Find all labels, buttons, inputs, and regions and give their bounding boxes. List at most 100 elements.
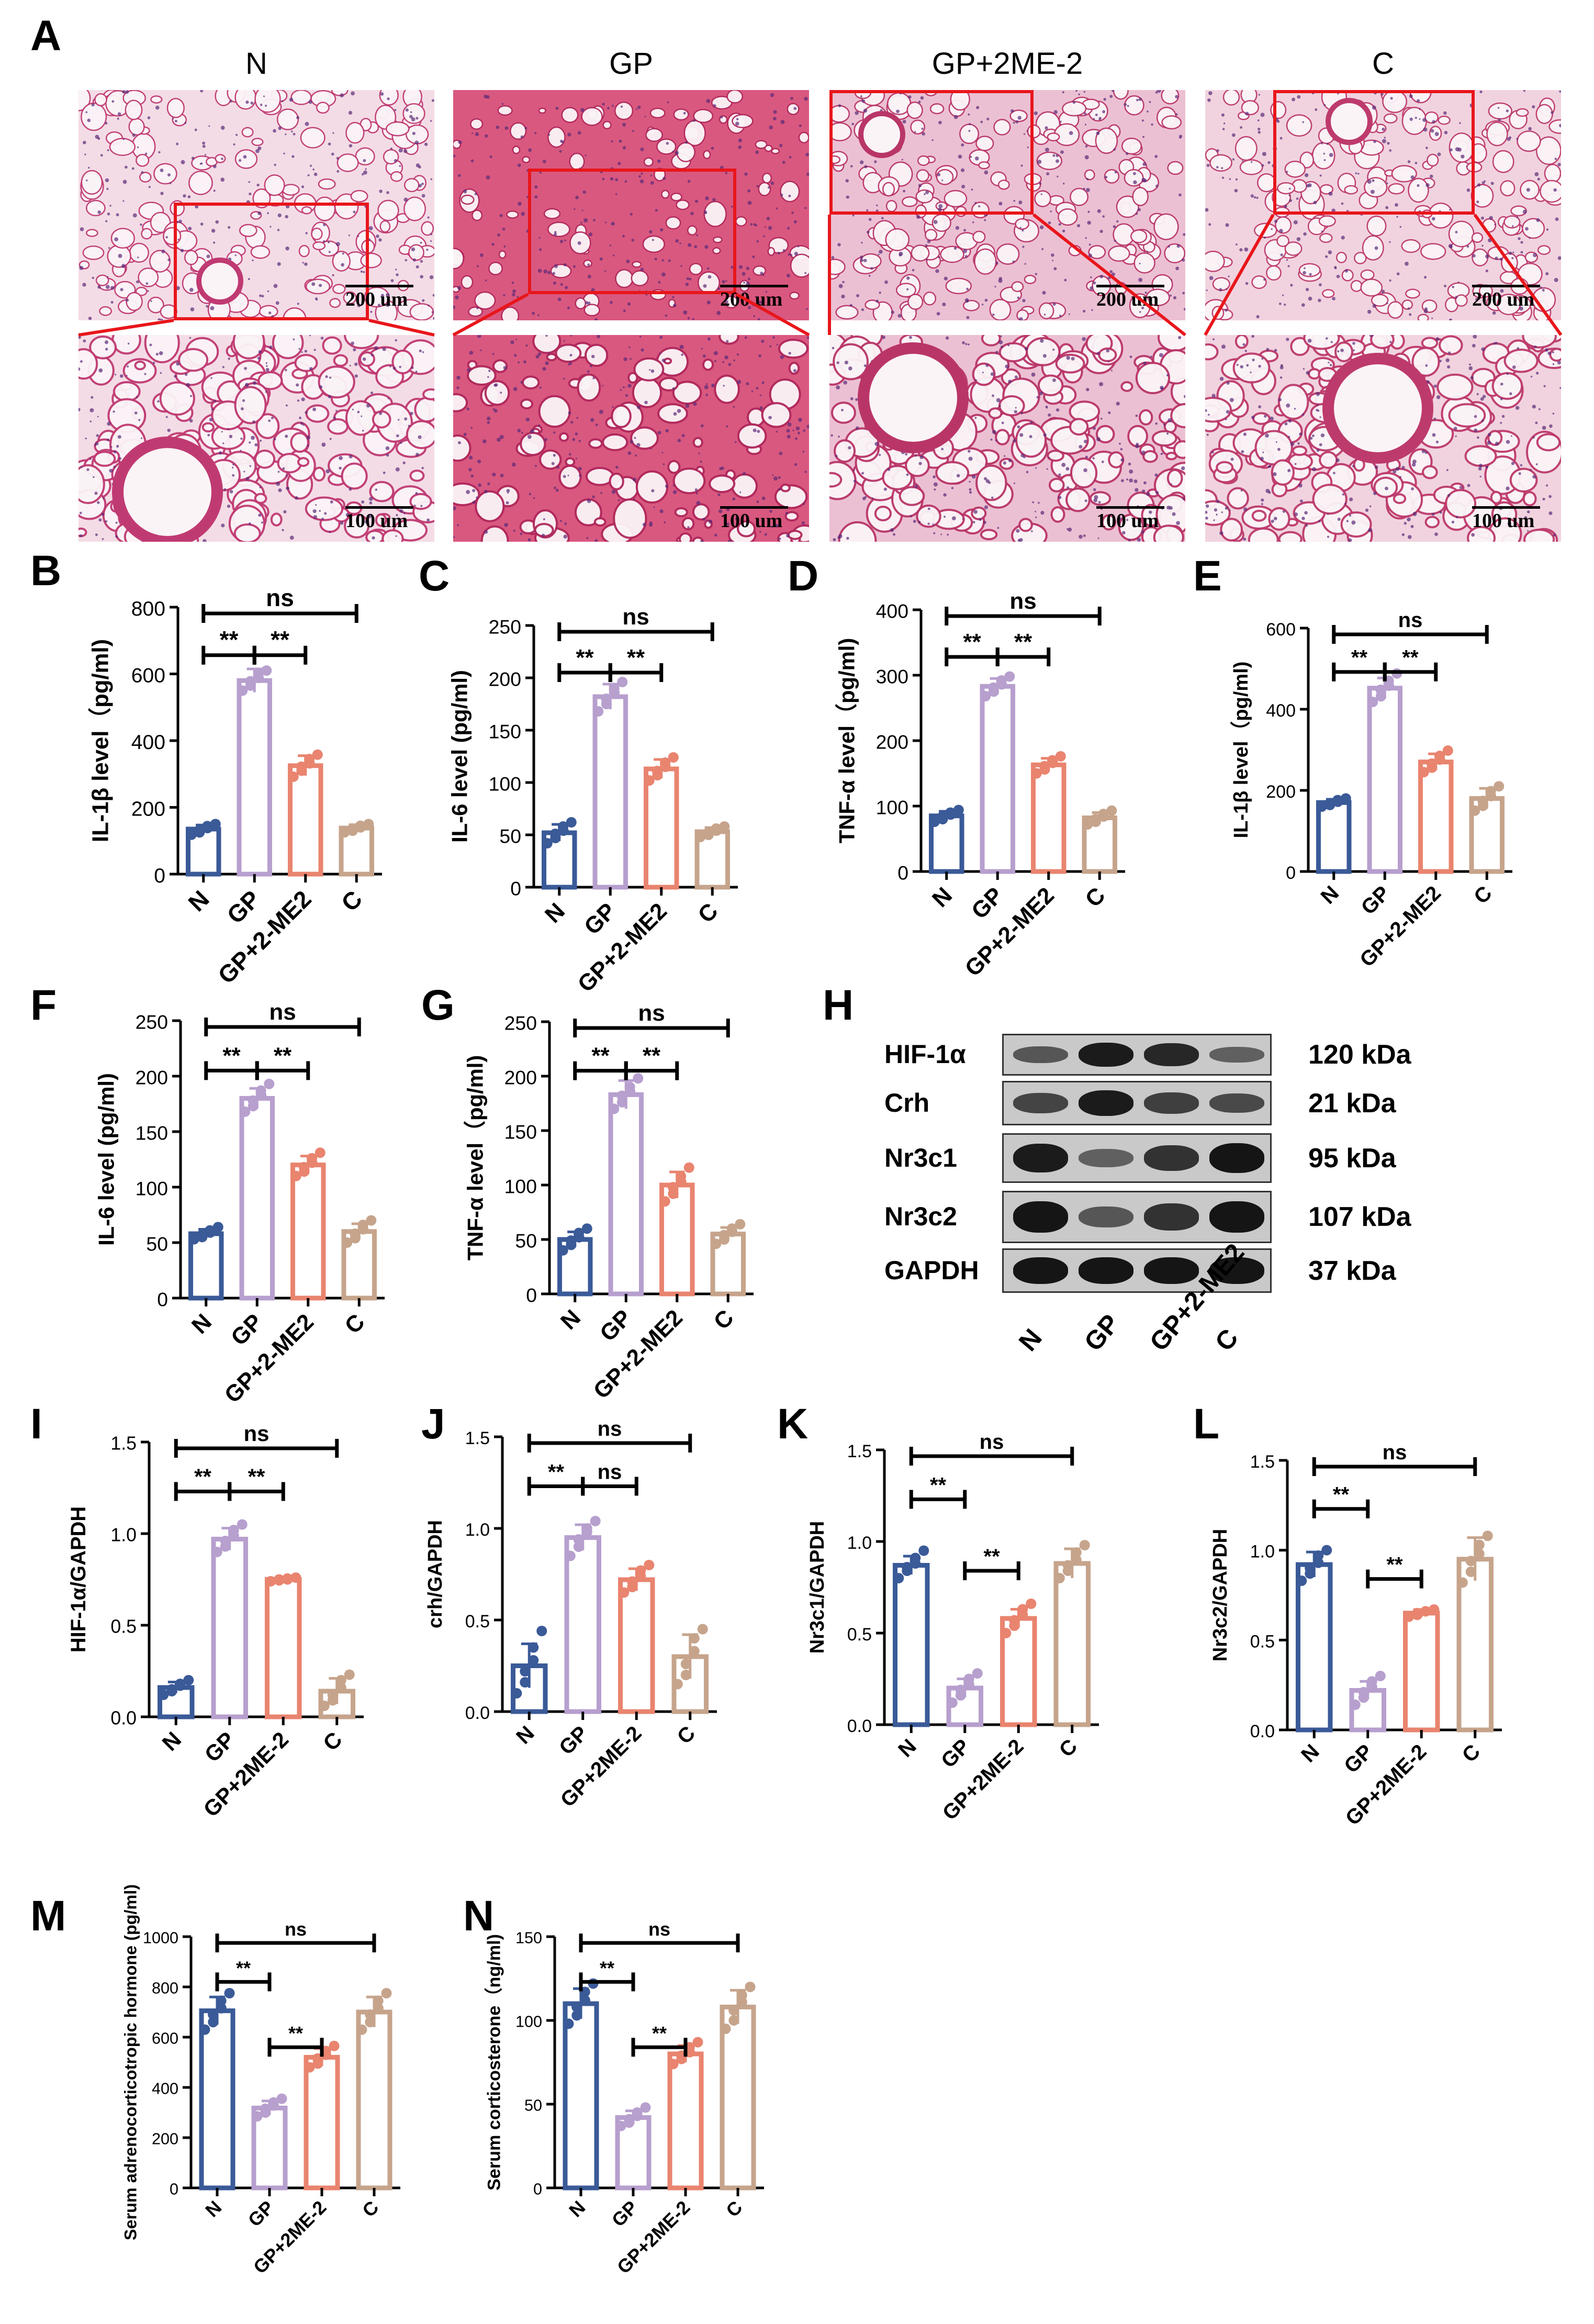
blot-band: [1013, 1257, 1068, 1284]
data-point: [365, 2009, 376, 2020]
data-point: [590, 1516, 601, 1526]
y-tick-label: 1.5: [110, 1433, 137, 1454]
y-tick-label: 200: [152, 2130, 178, 2148]
bar-chart-B: 0 200 400 600 800 IL-1β level（pg/ml) N GPGP+2-M…: [88, 584, 382, 989]
data-point: [319, 1701, 330, 1711]
y-tick-label: 1000: [143, 1929, 178, 1947]
data-point: [1485, 786, 1496, 797]
data-point: [601, 694, 612, 704]
scale-bar: 200 um: [1472, 285, 1545, 316]
blot-lane-label: N: [1013, 1323, 1048, 1357]
x-tick-label: GP: [967, 882, 1008, 924]
x-tick-label: N: [894, 1735, 921, 1762]
data-point: [728, 2005, 739, 2016]
bar: [618, 1577, 655, 1714]
data-point: [264, 1078, 275, 1089]
data-point: [676, 1171, 687, 1182]
scale-bar-label: 200 um: [1472, 288, 1535, 310]
blot-band: [1079, 1257, 1133, 1284]
data-point: [635, 1565, 646, 1576]
histology-texture: [829, 335, 1185, 542]
blot-protein-label: HIF-1α: [884, 1040, 966, 1069]
panel-letter-H: H: [823, 981, 854, 1029]
blot-band: [1079, 1148, 1133, 1168]
panel-letter-I: I: [30, 1400, 42, 1448]
data-point: [255, 1085, 266, 1096]
significance-bracket: **: [204, 1043, 259, 1080]
x-tick-label: C: [358, 2196, 383, 2221]
histology-image-bottom: 100 um: [453, 335, 809, 542]
data-point: [1026, 1599, 1037, 1609]
data-point: [1412, 1607, 1423, 1618]
blot-band: [1013, 1201, 1068, 1233]
data-point: [315, 1147, 325, 1158]
significance-label: **: [548, 1461, 565, 1484]
y-tick-label: 400: [152, 2080, 178, 2098]
data-point: [980, 691, 991, 701]
data-point: [245, 676, 256, 687]
x-tick-label: GP: [937, 1735, 974, 1772]
data-point: [261, 665, 272, 676]
significance-bracket: ns: [579, 1918, 740, 1952]
data-point: [918, 1545, 929, 1556]
data-point: [290, 1170, 301, 1181]
blot-band: [1209, 1093, 1264, 1113]
y-tick-label: 1.5: [1250, 1452, 1275, 1472]
significance-bracket: **: [1366, 1554, 1423, 1589]
data-point: [1047, 755, 1058, 766]
data-point: [1071, 1555, 1082, 1565]
data-point: [175, 1679, 186, 1689]
data-point: [640, 2102, 651, 2113]
data-point: [703, 828, 714, 838]
data-point: [237, 685, 248, 696]
data-point: [290, 1572, 301, 1583]
data-point: [563, 2018, 574, 2029]
data-point: [1082, 819, 1093, 830]
bar: [667, 2051, 704, 2191]
y-tick-label: 0.0: [465, 1703, 490, 1723]
scale-bar-label: 200 um: [720, 288, 783, 310]
x-tick-label: N: [183, 885, 214, 917]
significance-label: ns: [1383, 1441, 1407, 1464]
x-tick-label: GP: [595, 1305, 637, 1347]
data-point: [988, 682, 999, 693]
significance-bracket: **: [252, 626, 308, 665]
scale-bar-label: 200 um: [1096, 288, 1159, 310]
x-tick-label: C: [336, 885, 367, 917]
data-point: [945, 807, 956, 818]
data-point: [566, 817, 577, 828]
data-point: [624, 1081, 635, 1092]
y-tick-label: 1.0: [1250, 1542, 1275, 1562]
significance-bracket: ns: [573, 1000, 730, 1037]
data-point: [1474, 1548, 1485, 1559]
significance-bracket: ns: [945, 588, 1102, 625]
x-tick-label: N: [565, 2196, 589, 2221]
bar: [564, 1535, 601, 1714]
data-point: [616, 1090, 627, 1101]
scale-bar-label: 200 um: [345, 288, 408, 310]
x-tick-label: GP: [226, 1309, 268, 1351]
data-point: [609, 1103, 620, 1114]
x-tick-label: C: [1469, 881, 1497, 909]
histology-image-bottom: 100 um: [829, 335, 1185, 542]
scale-bar-label: 100 um: [1096, 510, 1159, 532]
data-point: [963, 1673, 974, 1684]
histology-image-bottom: 100 um: [78, 335, 434, 542]
data-point: [202, 821, 213, 832]
y-tick-label: 0.0: [110, 1708, 137, 1729]
data-point: [298, 1161, 309, 1172]
data-point: [910, 1552, 921, 1563]
data-point: [365, 2017, 376, 2028]
data-point: [357, 1220, 368, 1231]
data-point: [1350, 1699, 1361, 1710]
scale-bar: 200 um: [1096, 285, 1170, 316]
data-point: [1457, 1577, 1468, 1588]
y-tick-label: 50: [524, 2097, 542, 2115]
y-axis-label: IL-1β level（pg/ml): [1230, 662, 1252, 839]
significance-bracket: ns: [909, 1431, 1074, 1466]
panel-letter-F: F: [30, 981, 57, 1029]
significance-bracket: ns: [204, 999, 361, 1036]
